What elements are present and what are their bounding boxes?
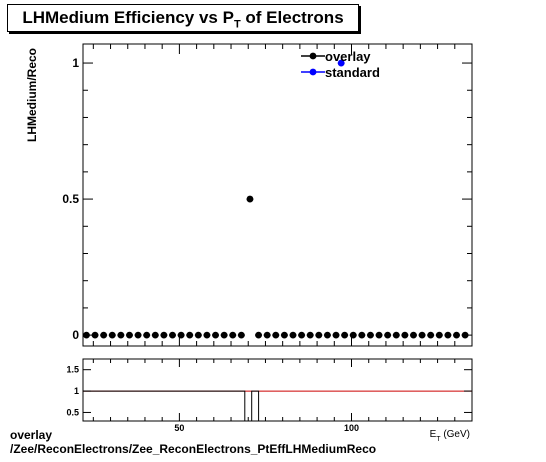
data-point-overlay — [169, 331, 176, 339]
data-point-overlay — [401, 331, 409, 339]
data-point-overlay — [384, 331, 392, 339]
data-point-overlay — [461, 331, 469, 339]
data-point-overlay — [83, 331, 90, 339]
data-point-overlay — [108, 331, 116, 339]
data-point-overlay — [375, 331, 383, 339]
ratio-series — [83, 390, 472, 422]
data-point-overlay — [220, 331, 228, 339]
data-point-overlay — [418, 331, 426, 339]
ratio-plot: 0.5 1 1.5 50 100 — [66, 358, 473, 433]
y-tick-label: 0 — [72, 328, 79, 342]
data-point-overlay — [444, 331, 452, 339]
ratio-y-tick-label: 1.5 — [66, 365, 79, 375]
y-tick-label: 0.5 — [62, 192, 79, 206]
data-point-overlay — [392, 331, 400, 339]
data-point-overlay — [212, 331, 219, 339]
data-point-overlay — [203, 331, 211, 339]
data-point-overlay — [177, 331, 185, 339]
x-tick-label: 50 — [174, 423, 184, 433]
footer-line-2: /Zee/ReconElectrons/Zee_ReconElectrons_P… — [10, 442, 377, 456]
data-point-overlay — [246, 195, 254, 203]
data-point-overlay — [280, 331, 288, 339]
ratio-plot-frame — [82, 358, 473, 422]
data-point-overlay — [100, 331, 108, 339]
legend-marker-overlay — [309, 52, 317, 60]
data-point-overlay — [315, 331, 323, 339]
data-point-overlay — [298, 331, 305, 339]
data-point-overlay — [194, 331, 202, 339]
data-point-overlay — [272, 331, 280, 339]
ratio-y-tick-label: 0.5 — [66, 407, 79, 417]
data-point-overlay — [126, 331, 133, 339]
data-point-overlay — [324, 331, 331, 339]
legend-label-standard: standard — [325, 65, 380, 80]
data-point-overlay — [289, 331, 297, 339]
data-point-overlay — [186, 331, 194, 339]
x-axis-label: ET (GeV) — [430, 429, 470, 443]
y-axis-label: LHMedium/Reco — [25, 48, 39, 142]
main-plot-frame — [82, 43, 473, 347]
data-point-standard — [337, 59, 345, 67]
footer: overlay /Zee/ReconElectrons/Zee_ReconEle… — [10, 428, 376, 456]
legend-label-overlay: overlay — [325, 49, 371, 64]
data-point-overlay — [237, 331, 245, 339]
data-point-overlay — [435, 331, 443, 339]
data-point-overlay — [134, 331, 142, 339]
data-point-overlay — [229, 331, 237, 339]
data-point-overlay — [358, 331, 366, 339]
data-point-overlay — [255, 331, 262, 339]
chart-title-box: LHMedium Efficiency vs PT of Electrons — [7, 4, 359, 32]
data-point-overlay — [263, 331, 271, 339]
data-point-overlay — [306, 331, 314, 339]
data-point-overlay — [367, 331, 374, 339]
ratio-y-tick-label: 1 — [74, 386, 79, 396]
legend-marker-standard — [309, 68, 317, 76]
data-point-overlay — [341, 331, 349, 339]
data-point-overlay — [349, 331, 357, 339]
data-point-overlay — [91, 331, 99, 339]
footer-line-1: overlay — [10, 428, 53, 442]
y-tick-label: 1 — [72, 56, 79, 70]
data-point-overlay — [117, 331, 125, 339]
data-point-overlay — [427, 331, 435, 339]
x-tick-label: 100 — [344, 423, 359, 433]
data-point-overlay — [332, 331, 340, 339]
data-point-overlay — [151, 331, 159, 339]
chart-title: LHMedium Efficiency vs PT of Electrons — [22, 8, 344, 31]
data-point-overlay — [143, 331, 151, 339]
data-point-overlay — [410, 331, 417, 339]
data-point-overlay — [453, 331, 460, 339]
data-point-overlay — [160, 331, 168, 339]
